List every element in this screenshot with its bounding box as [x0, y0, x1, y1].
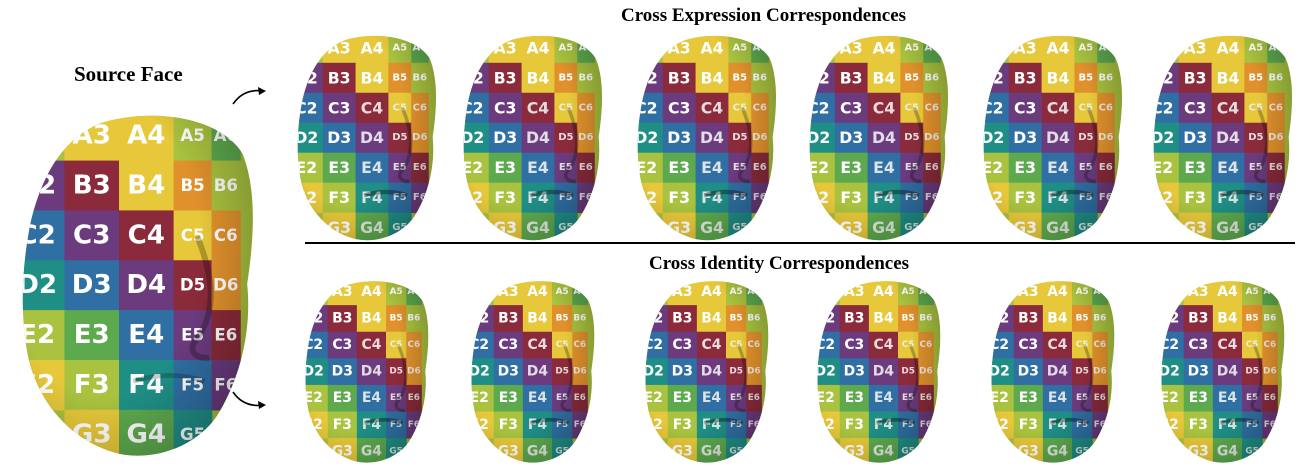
- source-face: A3A4A5A6B2B3B4B5B6C2C3C4C5C6D2D3D4D5D6E2…: [22, 115, 253, 456]
- arrow-to-identity-icon: [232, 391, 266, 409]
- cross-expression-face-2: A3A4A5A6B2B3B4B5B6C2C3C4C5C6D2D3D4D5D6E2…: [463, 35, 603, 241]
- arrow-to-expression-icon: [232, 87, 266, 105]
- cross-identity-face-3: A3A4A5A6B2B3B4B5B6C2C3C4C5C6D2D3D4D5D6E2…: [645, 281, 769, 463]
- section-divider: [305, 242, 1295, 244]
- cross-identity-face-5: A3A4A5A6B2B3B4B5B6C2C3C4C5C6D2D3D4D5D6E2…: [991, 281, 1115, 463]
- cross-identity-title: Cross Identity Correspondences: [649, 253, 910, 274]
- cross-expression-face-3: A3A4A5A6B2B3B4B5B6C2C3C4C5C6D2D3D4D5D6E2…: [637, 35, 777, 241]
- cross-expression-face-6: A3A4A5A6B2B3B4B5B6C2C3C4C5C6D2D3D4D5D6E2…: [1153, 35, 1293, 241]
- cross-identity-face-1: A3A4A5A6B2B3B4B5B6C2C3C4C5C6D2D3D4D5D6E2…: [305, 281, 429, 463]
- cross-expression-face-4: A3A4A5A6B2B3B4B5B6C2C3C4C5C6D2D3D4D5D6E2…: [809, 35, 949, 241]
- source-face-title: Source Face: [74, 62, 183, 86]
- cross-identity-face-6: A3A4A5A6B2B3B4B5B6C2C3C4C5C6D2D3D4D5D6E2…: [1161, 281, 1285, 463]
- cross-identity-face-2: A3A4A5A6B2B3B4B5B6C2C3C4C5C6D2D3D4D5D6E2…: [471, 281, 595, 463]
- cross-expression-face-5: A3A4A5A6B2B3B4B5B6C2C3C4C5C6D2D3D4D5D6E2…: [983, 35, 1123, 241]
- cross-identity-face-4: A3A4A5A6B2B3B4B5B6C2C3C4C5C6D2D3D4D5D6E2…: [817, 281, 941, 463]
- cross-expression-face-1: A3A4A5A6B2B3B4B5B6C2C3C4C5C6D2D3D4D5D6E2…: [297, 35, 437, 241]
- cross-expression-title: Cross Expression Correspondences: [621, 5, 907, 26]
